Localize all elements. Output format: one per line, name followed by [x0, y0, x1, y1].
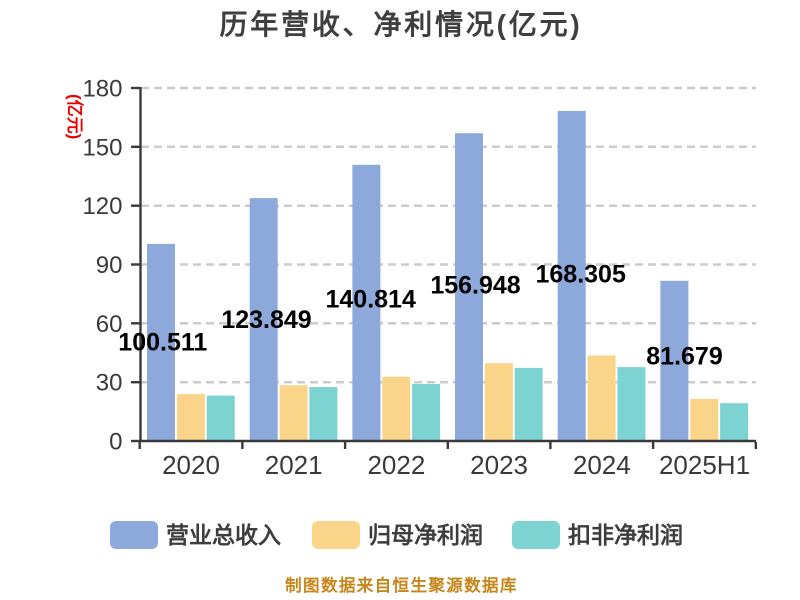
svg-text:81.679: 81.679 [646, 343, 722, 371]
svg-text:2024: 2024 [573, 450, 631, 480]
svg-text:(亿元): (亿元) [65, 94, 85, 139]
svg-text:140.814: 140.814 [326, 286, 416, 314]
svg-text:168.305: 168.305 [536, 260, 626, 288]
svg-text:120: 120 [82, 193, 122, 220]
svg-text:180: 180 [82, 76, 122, 103]
svg-text:150: 150 [82, 134, 122, 161]
svg-text:156.948: 156.948 [430, 272, 520, 300]
svg-text:2023: 2023 [470, 450, 528, 480]
svg-text:123.849: 123.849 [221, 306, 311, 334]
svg-text:扣非净利润: 扣非净利润 [568, 522, 683, 548]
svg-text:制图数据来自恒生聚源数据库: 制图数据来自恒生聚源数据库 [285, 575, 518, 595]
svg-text:90: 90 [96, 252, 123, 279]
svg-text:2022: 2022 [367, 450, 425, 480]
svg-text:2020: 2020 [162, 450, 220, 480]
svg-text:2025H1: 2025H1 [659, 450, 750, 480]
svg-text:归母净利润: 归母净利润 [368, 522, 483, 548]
svg-text:2021: 2021 [265, 450, 323, 480]
svg-text:营业总收入: 营业总收入 [166, 522, 281, 548]
svg-text:0: 0 [109, 429, 122, 456]
svg-text:30: 30 [96, 370, 123, 397]
svg-text:60: 60 [96, 311, 123, 338]
svg-text:历年营收、净利情况(亿元): 历年营收、净利情况(亿元) [219, 8, 582, 40]
svg-text:100.511: 100.511 [118, 329, 207, 357]
